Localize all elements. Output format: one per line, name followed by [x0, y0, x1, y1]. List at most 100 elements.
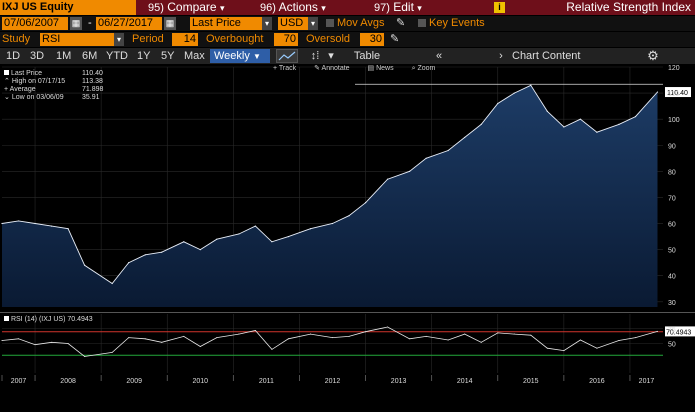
range-3d[interactable]: 3D [30, 50, 45, 62]
rsi-point [254, 330, 256, 332]
rsi-point [530, 334, 532, 336]
oversold-label: Oversold [306, 33, 351, 45]
security-ticker[interactable]: IXJ US Equity [0, 0, 136, 15]
rsi-point [34, 344, 36, 346]
chevron-right-icon[interactable]: › [499, 50, 503, 62]
rsi-point [183, 335, 185, 337]
range-ytd[interactable]: YTD [106, 50, 128, 62]
actions-label: Actions [278, 0, 318, 14]
legend-average-label: Average [9, 86, 36, 93]
legend-high: ⌃ High on 07/17/15 113.38 [4, 78, 103, 86]
pencil-icon[interactable]: ✎ [396, 17, 406, 29]
range-1y[interactable]: 1Y [137, 50, 151, 62]
price-point [331, 222, 334, 225]
rsi-point [238, 333, 240, 335]
pencil-icon[interactable]: ✎ [390, 33, 400, 45]
legend-high-value: 113.38 [82, 78, 103, 85]
actions-menu[interactable]: 96) Actions ▾ [260, 0, 326, 15]
price-point [287, 235, 290, 238]
rsi-point [656, 330, 658, 332]
x-axis-background [0, 375, 695, 412]
chevron-down-icon[interactable]: ▾ [328, 50, 334, 62]
annotate-tool[interactable]: ✎ Annotate [314, 65, 350, 72]
edit-menu[interactable]: 97) Edit ▾ [374, 0, 422, 15]
legend-last-price-label: Last Price [10, 70, 43, 77]
legend-high-label: High on 07/17/15 [11, 78, 66, 85]
legend-low-value: 35.91 [82, 94, 100, 101]
rsi-point [409, 338, 411, 340]
rsi-point [144, 338, 146, 340]
rsi-point [618, 340, 620, 342]
start-date-field[interactable]: 07/06/2007 [2, 17, 68, 30]
x-axis: 2007 2008 2009 2010 2011 2012 2013 2014 2015 2016… [0, 375, 695, 412]
info-icon[interactable]: i [494, 2, 505, 13]
price-point [447, 149, 449, 152]
chevron-down-icon[interactable]: ▾ [262, 17, 272, 30]
legend-last-price: Last Price 110.40 [4, 70, 103, 78]
period-input[interactable]: 14 [172, 33, 198, 46]
chevron-down-icon: ▾ [321, 3, 326, 13]
range-1d[interactable]: 1D [6, 50, 21, 62]
title-bar: IXJ US Equity 95) Compare ▾ 96) Actions … [0, 0, 695, 15]
chart-content-button[interactable]: Chart Content [512, 50, 581, 62]
rsi-point [425, 335, 427, 337]
price-chart[interactable]: 110.40 30 40 50 60 70 80 90 100 110 120 [0, 65, 695, 308]
rsi-last-badge [665, 326, 695, 337]
range-1m[interactable]: 1M [56, 50, 72, 62]
study-controls-bar: Study RSI ▾ Period 14 Overbought 70 Over… [0, 32, 695, 47]
price-point [67, 228, 69, 230]
track-label: Track [278, 65, 297, 72]
overbought-input[interactable]: 70 [274, 33, 298, 46]
y-tick-label: 110 [668, 91, 679, 98]
price-point [386, 178, 389, 180]
rsi-chart[interactable]: 70.4943 50 75 [0, 312, 695, 375]
calendar-icon[interactable]: ▦ [164, 17, 176, 30]
news-tool[interactable]: ▤ News [367, 65, 394, 72]
range-max[interactable]: Max [184, 50, 205, 62]
mov-avgs-checkbox[interactable] [326, 19, 334, 27]
chevron-down-icon[interactable]: ▾ [114, 33, 124, 46]
line-chart-icon[interactable] [276, 49, 298, 63]
frequency-label: Weekly [214, 50, 250, 62]
price-point [216, 238, 218, 240]
x-tick-label: 2014 [457, 378, 473, 385]
chevron-down-icon[interactable]: ▾ [308, 17, 318, 30]
price-field-select[interactable]: Last Price [190, 17, 262, 30]
price-point [34, 222, 36, 225]
price-legend: Last Price 110.40 ⌃ High on 07/17/15 113… [4, 70, 103, 102]
rsi-point [51, 341, 53, 343]
range-6m[interactable]: 6M [82, 50, 98, 62]
rsi-point [546, 347, 548, 349]
calendar-icon[interactable]: ▦ [70, 17, 82, 30]
track-tool[interactable]: + Track [273, 65, 297, 72]
rsi-point [1, 340, 3, 342]
chart-type-icon[interactable]: ↕⁞ [310, 50, 320, 62]
price-point [271, 241, 273, 243]
overbought-label: Overbought [206, 33, 264, 45]
mov-avgs-label: Mov Avgs [337, 17, 385, 29]
price-point [364, 202, 367, 204]
compare-menu[interactable]: 95) Compare ▾ [148, 0, 224, 15]
gear-icon[interactable]: ⚙ [647, 48, 659, 63]
legend-low-label: Low on 03/06/09 [11, 94, 64, 101]
series-swatch [4, 316, 9, 321]
compare-number: 95) [148, 2, 164, 14]
range-5y[interactable]: 5Y [161, 50, 175, 62]
table-button[interactable]: Table [353, 50, 381, 62]
rsi-point [634, 337, 636, 339]
key-events-checkbox[interactable] [418, 19, 426, 27]
end-date-field[interactable]: 06/27/2017 [96, 17, 162, 30]
legend-average: + Average 71.898 [4, 86, 103, 94]
y-tick-label: 30 [668, 300, 676, 307]
oversold-input[interactable]: 30 [360, 33, 384, 46]
frequency-select[interactable]: Weekly ▼ [210, 49, 270, 63]
price-point [199, 249, 201, 251]
rsi-point [348, 335, 350, 337]
key-events-label: Key Events [429, 17, 485, 29]
zoom-tool[interactable]: ⌕ Zoom [411, 65, 436, 72]
high-marker-icon: ⌃ [4, 78, 10, 85]
currency-select[interactable]: USD [278, 17, 308, 30]
collapse-icon[interactable]: « [435, 50, 443, 62]
study-select[interactable]: RSI [40, 33, 114, 46]
price-point [161, 251, 163, 253]
